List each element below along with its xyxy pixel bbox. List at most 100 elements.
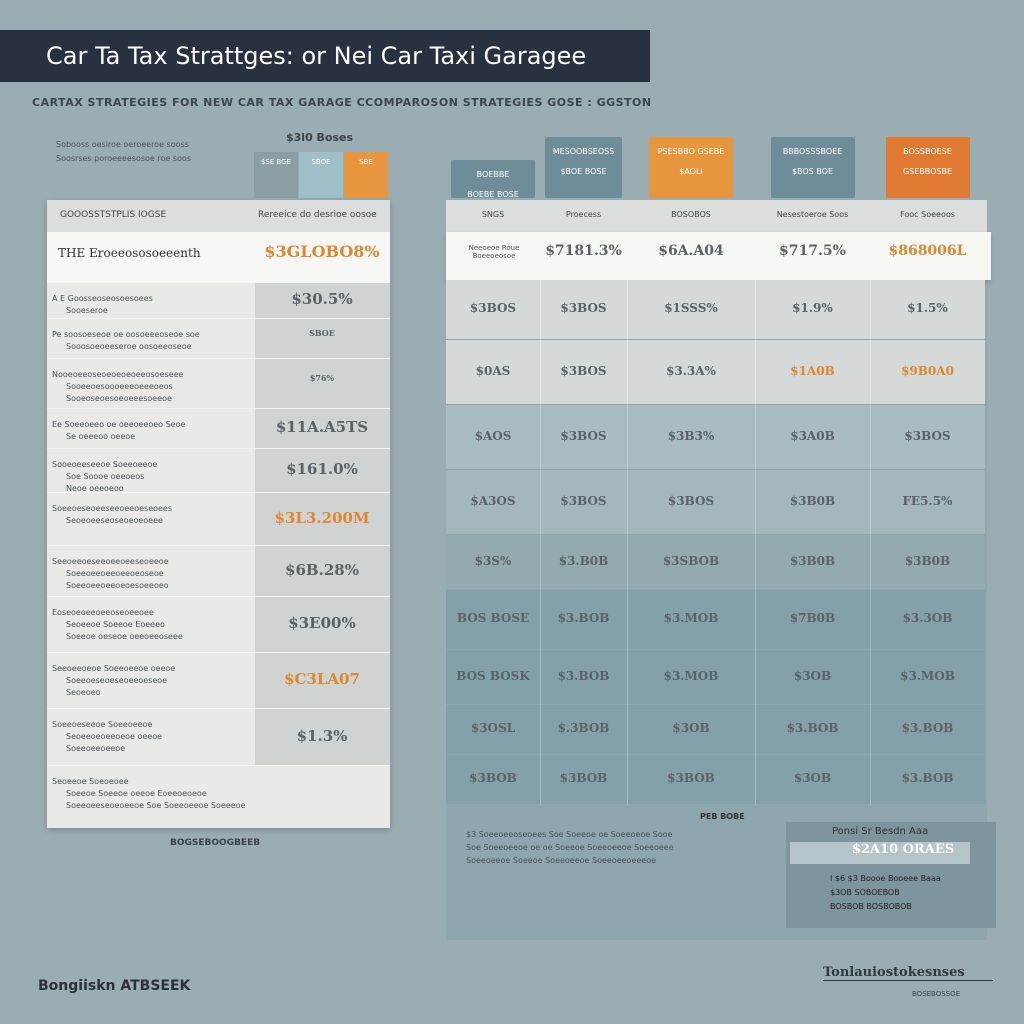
cell-divider xyxy=(627,755,628,805)
footer-right: Tonlauiostokesnses xyxy=(823,965,993,981)
row-divider xyxy=(47,448,390,449)
badge: SBE xyxy=(344,152,388,198)
cell-divider xyxy=(870,590,871,650)
info-line: I $6 $3 Boooe Booeee Baaa xyxy=(830,874,941,883)
highlight-value: $7181.3% xyxy=(545,243,622,259)
row-divider xyxy=(47,282,390,283)
column-header: SNGS xyxy=(481,210,505,219)
cell-value: FE5.5% xyxy=(902,493,953,508)
row-text: Se oeeeoo oeeoe xyxy=(66,432,136,441)
cell-value: $3BOS xyxy=(560,493,607,508)
badge-sub: GSEBBOSBE xyxy=(902,167,953,176)
cell-divider xyxy=(870,470,871,535)
row-text: Soeeoeseoeeseeoeeoeseoees xyxy=(52,504,173,513)
cell-divider xyxy=(627,280,628,340)
left-value-col xyxy=(255,282,390,765)
cell-value: $3BOS xyxy=(469,301,517,315)
cell-divider xyxy=(627,650,628,705)
cell-value: $3OSL xyxy=(470,721,516,735)
badge-label: $3l0 Boses xyxy=(286,131,354,144)
column-badge xyxy=(545,137,622,198)
cell-divider xyxy=(755,405,756,470)
cell-divider xyxy=(755,280,756,340)
subtitle: CARTAX STRATEGIES FOR NEW CAR TAX GARAGE… xyxy=(32,96,652,109)
row-divider xyxy=(47,596,390,597)
cell-divider xyxy=(870,340,871,405)
row-text: Soeeoeeoeeoeeoeoseoe xyxy=(66,569,164,578)
cell-value: $A3OS xyxy=(470,493,516,508)
cell-divider xyxy=(627,590,628,650)
cell-value: $3A0B xyxy=(790,428,835,443)
row xyxy=(446,590,985,649)
right-header-row xyxy=(446,200,987,232)
cell-value: $1A0B xyxy=(790,363,835,378)
cell-divider xyxy=(540,590,541,650)
row xyxy=(446,280,985,339)
row-text: Soeeoeeoeeoe xyxy=(66,744,126,753)
cell-divider xyxy=(540,405,541,470)
cell-divider xyxy=(870,405,871,470)
cell-divider xyxy=(755,650,756,705)
cell-value: $3.B0B xyxy=(558,553,609,568)
cell-value: BOS BOSE xyxy=(456,611,530,625)
cell-value: $3BOS xyxy=(904,428,951,443)
badge-sub: $BOS BOE xyxy=(791,167,834,176)
cell-value: $3B0B xyxy=(904,553,951,568)
cell-value: $3BOB xyxy=(469,771,517,785)
highlight-value: $3GLOBO8% xyxy=(264,242,380,261)
cell-divider xyxy=(755,340,756,405)
badge: SBOE xyxy=(299,152,343,198)
cell-value: $1.9% xyxy=(792,301,833,315)
row-value: SBOE xyxy=(309,328,335,338)
row-divider xyxy=(47,765,390,766)
highlight-label: THE Eroeeososoeeenth xyxy=(58,246,201,260)
column-badge xyxy=(451,160,535,198)
row xyxy=(446,705,985,754)
row-value: $1.3% xyxy=(296,726,348,745)
badge-sub: $BOE BOSE xyxy=(560,167,607,176)
row-text: Seeoeeoeoe Soeeoeeoe oeeoe xyxy=(52,664,176,673)
cell-divider xyxy=(540,280,541,340)
cell-divider xyxy=(870,705,871,755)
cell-value: $3.BOB xyxy=(786,721,839,735)
note-line: Soe Soeeoeeoe oe oe Soeeoe Soeeoeeoe Soe… xyxy=(466,843,674,852)
column-header: BOSOBOS xyxy=(671,210,711,219)
highlight-value: $868006L xyxy=(888,243,967,259)
cell-divider xyxy=(540,755,541,805)
row-text: Sooeseroe xyxy=(66,306,108,315)
cell-divider xyxy=(627,405,628,470)
row-text: Seoeeoe Soeoeoee xyxy=(52,777,129,786)
cell-value: $3.BOB xyxy=(557,611,610,625)
cell-divider xyxy=(540,705,541,755)
row-text: Pe soosoeseoe oe oosoeeeoseoe soe xyxy=(52,330,200,339)
intro-line: Soosrses poroeeeesosoe roe soos xyxy=(56,154,191,163)
row-text: Seoeoeo xyxy=(66,688,101,697)
cell-divider xyxy=(870,755,871,805)
row-value: $30.5% xyxy=(291,290,353,308)
cell-value: $3BOS xyxy=(560,363,607,378)
cell-value: $7B0B xyxy=(789,611,836,625)
note-label: PEB BOBE xyxy=(700,812,745,821)
row-text: Soe Soooe oeeoeos xyxy=(66,472,145,481)
column-header: Fooc Soeeoos xyxy=(900,210,955,219)
cell-value: $3BOS xyxy=(560,301,607,315)
row-text: Ee Soeeoeeo oe oeeoeeoeo Seoe xyxy=(52,420,186,429)
cell-divider xyxy=(870,535,871,590)
info-value: $2A10 ORAES xyxy=(790,842,970,864)
column-badge xyxy=(770,137,855,198)
info-line: $3OB SOBOEBOB xyxy=(830,888,900,897)
cell-divider xyxy=(627,340,628,405)
column-header: GOOOSSTSTPLIS IOGSE xyxy=(60,210,167,220)
note-line: Soeeoeeoe Soeeoe Soeeoeeoe Soeeoeeoeeeoe xyxy=(466,856,657,865)
row-text: Soeeoeseoeseoeeoeseoe xyxy=(66,676,168,685)
cell-divider xyxy=(627,535,628,590)
row-divider xyxy=(47,545,390,546)
row-divider xyxy=(47,708,390,709)
row-value: $3E00% xyxy=(288,614,356,632)
row-text: A E Goosseoseosoesoees xyxy=(52,294,153,303)
row xyxy=(446,470,985,534)
badge-title: PSESBBO GSEBE xyxy=(657,147,725,156)
cell-value: $0AS xyxy=(475,363,511,378)
row-text: Eoseoeoeeoeeoseoeeoee xyxy=(52,608,154,617)
